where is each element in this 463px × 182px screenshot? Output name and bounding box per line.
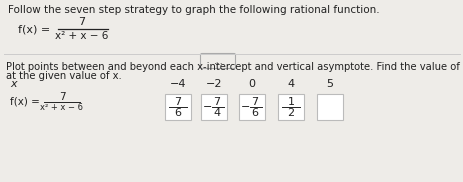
Text: f(x) =: f(x) = bbox=[10, 97, 40, 107]
Text: Plot points between and beyond each x-intercept and vertical asymptote. Find the: Plot points between and beyond each x-in… bbox=[6, 62, 463, 72]
Text: −: − bbox=[203, 102, 212, 112]
FancyBboxPatch shape bbox=[200, 54, 235, 68]
Text: 5: 5 bbox=[326, 79, 333, 89]
Text: 7: 7 bbox=[174, 97, 181, 107]
Text: at the given value of x.: at the given value of x. bbox=[6, 71, 121, 81]
Text: ...: ... bbox=[213, 56, 222, 66]
Text: −2: −2 bbox=[205, 79, 222, 89]
Text: x² + x − 6: x² + x − 6 bbox=[55, 31, 108, 41]
Text: 7: 7 bbox=[78, 17, 85, 27]
Text: 6: 6 bbox=[251, 108, 258, 118]
Text: 1: 1 bbox=[287, 97, 294, 107]
Text: −4: −4 bbox=[169, 79, 186, 89]
Text: 7: 7 bbox=[251, 97, 258, 107]
Text: 4: 4 bbox=[287, 79, 294, 89]
Text: 4: 4 bbox=[213, 108, 220, 118]
Text: 6: 6 bbox=[174, 108, 181, 118]
Bar bbox=[165, 94, 191, 120]
Text: x² + x − 6: x² + x − 6 bbox=[40, 104, 83, 112]
Text: 7: 7 bbox=[213, 97, 220, 107]
Bar bbox=[200, 94, 226, 120]
Text: 7: 7 bbox=[58, 92, 65, 102]
Text: f(x) =: f(x) = bbox=[18, 25, 50, 35]
Text: x: x bbox=[10, 79, 17, 89]
Bar bbox=[277, 94, 303, 120]
Text: −: − bbox=[241, 102, 250, 112]
Bar bbox=[316, 94, 342, 120]
Text: Follow the seven step strategy to graph the following rational function.: Follow the seven step strategy to graph … bbox=[8, 5, 379, 15]
Bar bbox=[238, 94, 264, 120]
Text: 2: 2 bbox=[287, 108, 294, 118]
Text: 0: 0 bbox=[248, 79, 255, 89]
